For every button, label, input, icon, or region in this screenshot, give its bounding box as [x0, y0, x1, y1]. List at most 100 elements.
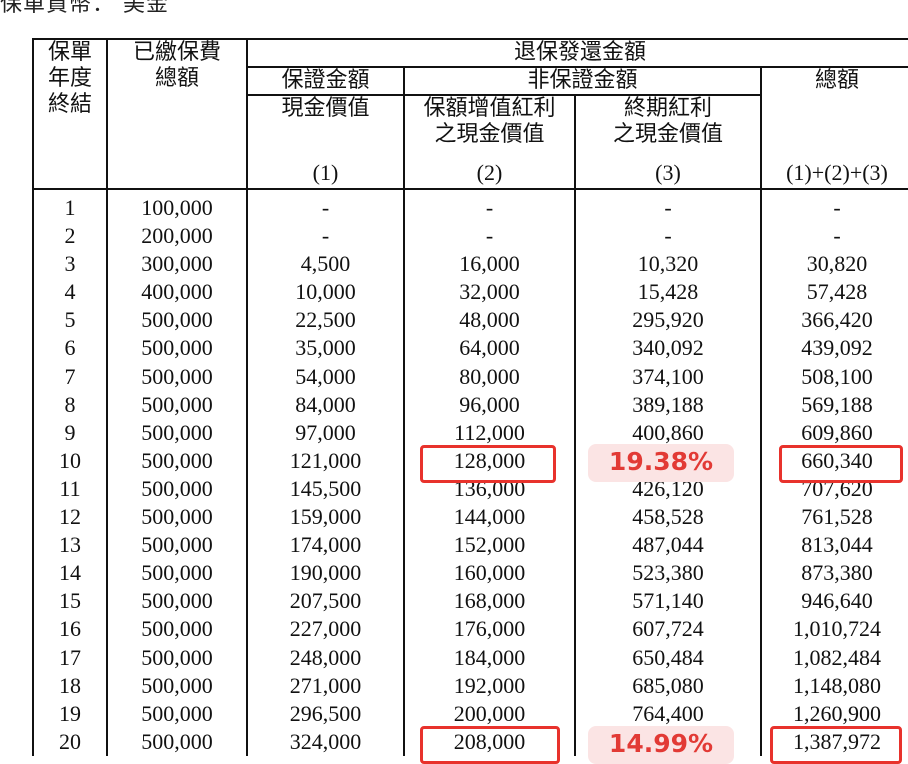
table-row: 15 500,000 207,500 168,000 571,140 946,640: [32, 587, 908, 616]
highlight-box-year10-bonus: [420, 445, 556, 483]
reversionary-bonus-value-cell: 168,000: [403, 587, 576, 616]
terminal-bonus-value-cell: 607,724: [574, 615, 762, 644]
policy-currency-line: 保單貨幣： 美金: [0, 0, 169, 17]
premium-paid-cell: 500,000: [106, 362, 248, 391]
premium-paid-cell: 500,000: [106, 334, 248, 363]
table-row: 7 500,000 54,000 80,000 374,100 508,100: [32, 362, 908, 391]
table-row: 18 500,000 271,000 192,000 685,080 1,148,080: [32, 671, 908, 700]
guaranteed-cash-value-cell: 4,500: [246, 250, 405, 279]
total-value-cell: 366,420: [759, 306, 908, 335]
total-value-cell: 813,044: [759, 531, 908, 560]
terminal-bonus-value-cell: 764,400: [574, 699, 762, 728]
reversionary-bonus-value-cell: 128,000: [403, 446, 576, 475]
table-row: 2 200,000- - - -: [32, 222, 908, 251]
header-non-guaranteed: 非保證金額: [403, 66, 762, 96]
guaranteed-cash-value-cell: 271,000: [246, 671, 405, 700]
premium-paid-cell: 500,000: [106, 474, 248, 504]
premium-paid-cell: 500,000: [106, 418, 248, 447]
policy-year-cell: 16: [32, 615, 108, 644]
total-value-cell: 30,820: [759, 250, 908, 279]
policy-year-cell: 6: [32, 334, 108, 363]
table-row: 9 500,000 97,000 112,000 400,860 609,860: [32, 418, 908, 447]
header-col2-number: (2): [476, 160, 503, 185]
reversionary-bonus-value-cell: 176,000: [403, 615, 576, 644]
table-row: 3 300,000 4,500 16,000 10,320 30,820: [32, 250, 908, 279]
policy-year-cell: 18: [32, 671, 108, 700]
reversionary-bonus-value-cell: 160,000: [403, 559, 576, 588]
table-row: 1 100,000- - - -: [32, 189, 908, 223]
total-value-cell: 1,082,484: [759, 643, 908, 672]
reversionary-bonus-value-cell: 152,000: [403, 531, 576, 560]
guaranteed-cash-value-cell: 54,000: [246, 362, 405, 391]
terminal-bonus-value-cell: 389,188: [574, 390, 762, 419]
policy-year-cell: 11: [32, 474, 108, 504]
highlight-box-year20-total: [770, 726, 902, 764]
guaranteed-cash-value-cell: 248,000: [246, 643, 405, 672]
guaranteed-cash-value-cell: 22,500: [246, 306, 405, 335]
policy-year-cell: 5: [32, 306, 108, 335]
header-policy-year: 保單 年度 終結: [32, 38, 108, 190]
premium-paid-cell: 200,000: [106, 222, 248, 251]
premium-paid-cell: 500,000: [106, 503, 248, 532]
policy-year-cell: 9: [32, 418, 108, 447]
guaranteed-cash-value-cell: -: [246, 222, 405, 251]
total-value-cell: 439,092: [759, 334, 908, 363]
total-value-cell: -: [759, 189, 908, 223]
premium-paid-cell: 500,000: [106, 306, 248, 335]
premium-paid-cell: 500,000: [106, 643, 248, 672]
highlight-box-year10-total: [779, 445, 903, 483]
reversionary-bonus-value-cell: 192,000: [403, 671, 576, 700]
total-value-cell: 508,100: [759, 362, 908, 391]
guaranteed-cash-value-cell: 174,000: [246, 531, 405, 560]
header-total-formula: (1)+(2)+(3): [786, 160, 888, 185]
policy-year-cell: 4: [32, 278, 108, 307]
guaranteed-cash-value-cell: 10,000: [246, 278, 405, 307]
reversionary-bonus-value-cell: -: [403, 222, 576, 251]
premium-paid-cell: 500,000: [106, 531, 248, 560]
guaranteed-cash-value-cell: 97,000: [246, 418, 405, 447]
percentage-badge-year10: 19.38%: [588, 444, 734, 482]
total-value-cell: 761,528: [759, 503, 908, 532]
table-row: 11 500,000 145,500 136,000 426,120 707,620: [32, 474, 908, 504]
table-row: 8 500,000 84,000 96,000 389,188 569,188: [32, 390, 908, 419]
header-premium-paid: 已繳保費 總額: [106, 38, 248, 190]
table-row: 5 500,000 22,500 48,000 295,920 366,420: [32, 306, 908, 335]
terminal-bonus-value-cell: 571,140: [574, 587, 762, 616]
guaranteed-cash-value-cell: 227,000: [246, 615, 405, 644]
total-value-cell: 1,387,972: [759, 727, 908, 756]
table-row: 19 500,000 296,500 200,000 764,400 1,260,900: [32, 699, 908, 728]
terminal-bonus-value-cell: 458,528: [574, 503, 762, 532]
reversionary-bonus-value-cell: 136,000: [403, 474, 576, 504]
premium-paid-cell: 500,000: [106, 615, 248, 644]
reversionary-bonus-value-cell: 96,000: [403, 390, 576, 419]
total-value-cell: 660,340: [759, 446, 908, 475]
premium-paid-cell: 500,000: [106, 559, 248, 588]
policy-year-cell: 20: [32, 727, 108, 756]
premium-paid-cell: 300,000: [106, 250, 248, 279]
terminal-bonus-value-cell: 295,920: [574, 306, 762, 335]
reversionary-bonus-value-cell: 144,000: [403, 503, 576, 532]
reversionary-bonus-value-cell: 80,000: [403, 362, 576, 391]
reversionary-bonus-value-cell: 16,000: [403, 250, 576, 279]
total-value-cell: 609,860: [759, 418, 908, 447]
policy-year-cell: 8: [32, 390, 108, 419]
total-value-cell: 1,148,080: [759, 671, 908, 700]
table-row: 13 500,000 174,000 152,000 487,044 813,044: [32, 531, 908, 560]
table-row: 6 500,000 35,000 64,000 340,092 439,092: [32, 334, 908, 363]
header-total: 總額 (1)+(2)+(3): [759, 66, 908, 190]
terminal-bonus-value-cell: 487,044: [574, 531, 762, 560]
table-row: 12 500,000 159,000 144,000 458,528 761,528: [32, 503, 908, 532]
surrender-value-table: 保單 年度 終結 已繳保費 總額 退保發還金額 保證金額 非保證金額 總額 (1…: [32, 38, 908, 756]
total-value-cell: -: [759, 222, 908, 251]
guaranteed-cash-value-cell: 121,000: [246, 446, 405, 475]
policy-year-cell: 7: [32, 362, 108, 391]
terminal-bonus-value-cell: -: [574, 189, 762, 223]
guaranteed-cash-value-cell: 207,500: [246, 587, 405, 616]
terminal-bonus-value-cell: 685,080: [574, 671, 762, 700]
reversionary-bonus-value-cell: 64,000: [403, 334, 576, 363]
reversionary-bonus-value-cell: 48,000: [403, 306, 576, 335]
guaranteed-cash-value-cell: 35,000: [246, 334, 405, 363]
total-value-cell: 569,188: [759, 390, 908, 419]
percentage-badge-year20: 14.99%: [588, 726, 734, 764]
premium-paid-cell: 500,000: [106, 699, 248, 728]
